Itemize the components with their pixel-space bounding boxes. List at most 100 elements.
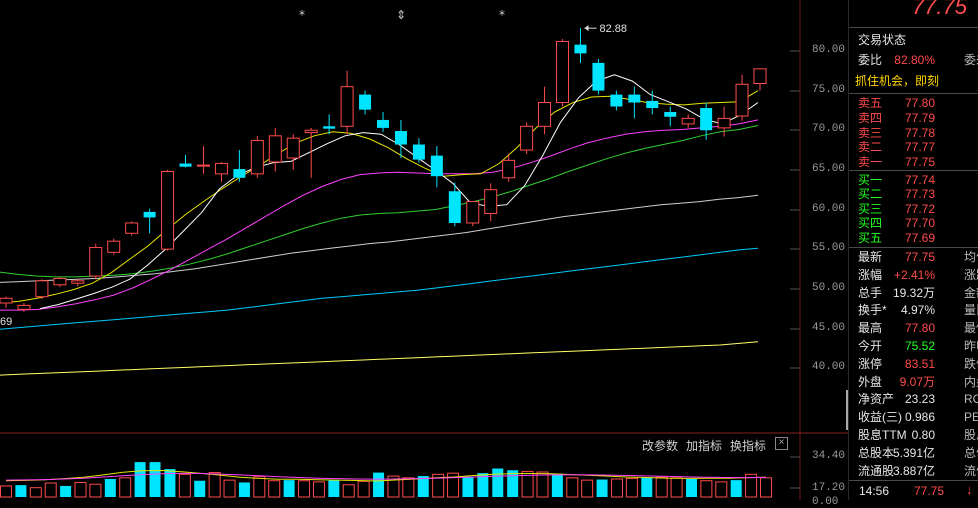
candle-down (430, 155, 443, 177)
volume-bar-up (610, 478, 623, 498)
candle-up (89, 247, 103, 277)
stat-suffix: 内盘 (964, 374, 978, 389)
stat-suffix: PE (964, 410, 978, 425)
volume-bar-up (29, 487, 42, 498)
stat-suffix: 均价 (964, 250, 978, 264)
candle-up (717, 117, 731, 129)
buy3-price[interactable]: 77.72 (904, 202, 935, 216)
stat-label: 净资产 (858, 392, 895, 407)
ma120-line (0, 247, 759, 330)
buy2-price[interactable]: 77.73 (904, 187, 935, 201)
stat-suffix: 流值 (964, 463, 978, 478)
y-tick: 80.00 (812, 44, 846, 56)
stat-suffix: 跌停 (964, 356, 978, 371)
buy2-label: 买二 (858, 187, 883, 201)
stat-suffix: ROE (964, 392, 978, 407)
stat-value: 23.23 (904, 392, 935, 407)
volume-bar-down (164, 469, 176, 497)
ma5-line (39, 74, 759, 310)
last-tick-price: 77.75 (914, 484, 945, 498)
last-tick-time: 14:56 (859, 484, 890, 498)
down-arrow-icon: ↓ (966, 482, 973, 497)
volume-bar-up (357, 480, 370, 498)
volume-bar-up (715, 481, 728, 498)
ma30-line (0, 125, 759, 278)
candle-up (250, 140, 264, 175)
stat-label: 涨幅 (858, 267, 883, 282)
candle-up (556, 40, 570, 104)
kline-chart[interactable]: 82.88 69 * ⇕ * (0, 0, 848, 500)
sell4-label: 卖四 (858, 111, 883, 125)
sell5-price[interactable]: 77.80 (904, 96, 935, 110)
stat-label: 今开 (858, 339, 883, 353)
candle-up (735, 83, 749, 117)
volume-bar-down (507, 470, 519, 497)
y-tick: 75.00 (812, 84, 846, 96)
buy5-price[interactable]: 77.69 (904, 231, 935, 245)
candle-up (17, 304, 31, 310)
ma20-line (0, 119, 759, 311)
sell3-price[interactable]: 77.78 (904, 126, 935, 140)
sell4-price[interactable]: 77.79 (904, 111, 935, 125)
volume-bar-up (625, 477, 638, 498)
buy4-price[interactable]: 77.70 (904, 216, 935, 230)
candle-up (753, 68, 767, 84)
volume-bar-up (0, 485, 12, 498)
volume-bar-down (283, 480, 295, 497)
volume-bar-up (268, 480, 281, 498)
volume-bar-down (149, 462, 161, 497)
candle-up (214, 163, 228, 175)
volume-bar-down (596, 479, 608, 497)
stat-value: 77.80 (904, 321, 935, 336)
candle-down (610, 94, 623, 107)
sell3-label: 卖三 (858, 126, 883, 140)
event-marker-icon: * (299, 8, 305, 22)
candle-down (377, 119, 389, 128)
volume-bar-up (536, 471, 549, 498)
sell2-price[interactable]: 77.77 (904, 140, 935, 154)
stat-suffix: 量比 (964, 303, 978, 318)
stat-suffix: 昨收 (964, 339, 978, 353)
promo-link[interactable]: 抓住机会，即刻 (855, 74, 940, 88)
volume-bar-up (670, 477, 683, 498)
close-indicator-button[interactable]: × (775, 437, 788, 450)
volume-bar-down (685, 478, 697, 497)
stat-suffix: 最低 (964, 321, 978, 336)
sell1-price[interactable]: 77.75 (904, 155, 935, 169)
volume-bar-down (492, 468, 504, 497)
quote-panel: 77.75 交易状态 委比 82.80% 委差 抓住机会，即刻 卖五77.80 … (848, 0, 978, 500)
sell1-label: 卖一 (858, 155, 883, 169)
switch-indicator-button[interactable]: 换指标 (730, 439, 767, 453)
stat-value: 19.32万 (892, 285, 935, 300)
candle-up (268, 135, 282, 163)
volume-bar-up (581, 479, 594, 498)
candle-down (664, 112, 677, 117)
volume-bar-down (477, 473, 489, 497)
buy1-price[interactable]: 77.74 (904, 173, 935, 187)
stat-row: 收益(三) 0.986 PE (849, 409, 978, 426)
candle-up (107, 240, 121, 253)
high-annotation-arrowhead (584, 25, 589, 32)
trade-status-title: 交易状态 (858, 33, 907, 47)
volume-bar-up (566, 477, 579, 498)
candle-up (340, 86, 354, 127)
candle-up (161, 170, 175, 250)
candle-up (0, 297, 13, 304)
candle-down (179, 163, 192, 167)
edit-params-button[interactable]: 改参数 (642, 439, 679, 453)
y-tick: 55.00 (812, 242, 846, 254)
candle-up (196, 164, 210, 167)
ma250-line (0, 341, 759, 376)
stat-value: 4.97% (900, 303, 935, 318)
vol-tick: 17.20 (812, 482, 846, 494)
candle-down (394, 131, 407, 145)
volume-bar-up (447, 472, 460, 498)
candle-up (53, 277, 67, 286)
add-indicator-button[interactable]: 加指标 (686, 439, 723, 453)
stat-value: 0.80 (911, 428, 935, 442)
stat-row: 最高 77.80 最低 (849, 320, 978, 337)
stat-row: 涨停 83.51 跌停 (849, 356, 978, 373)
split-marker-icon: ⇕ (396, 8, 406, 22)
candle-down (700, 108, 713, 131)
candle-up (538, 102, 552, 127)
